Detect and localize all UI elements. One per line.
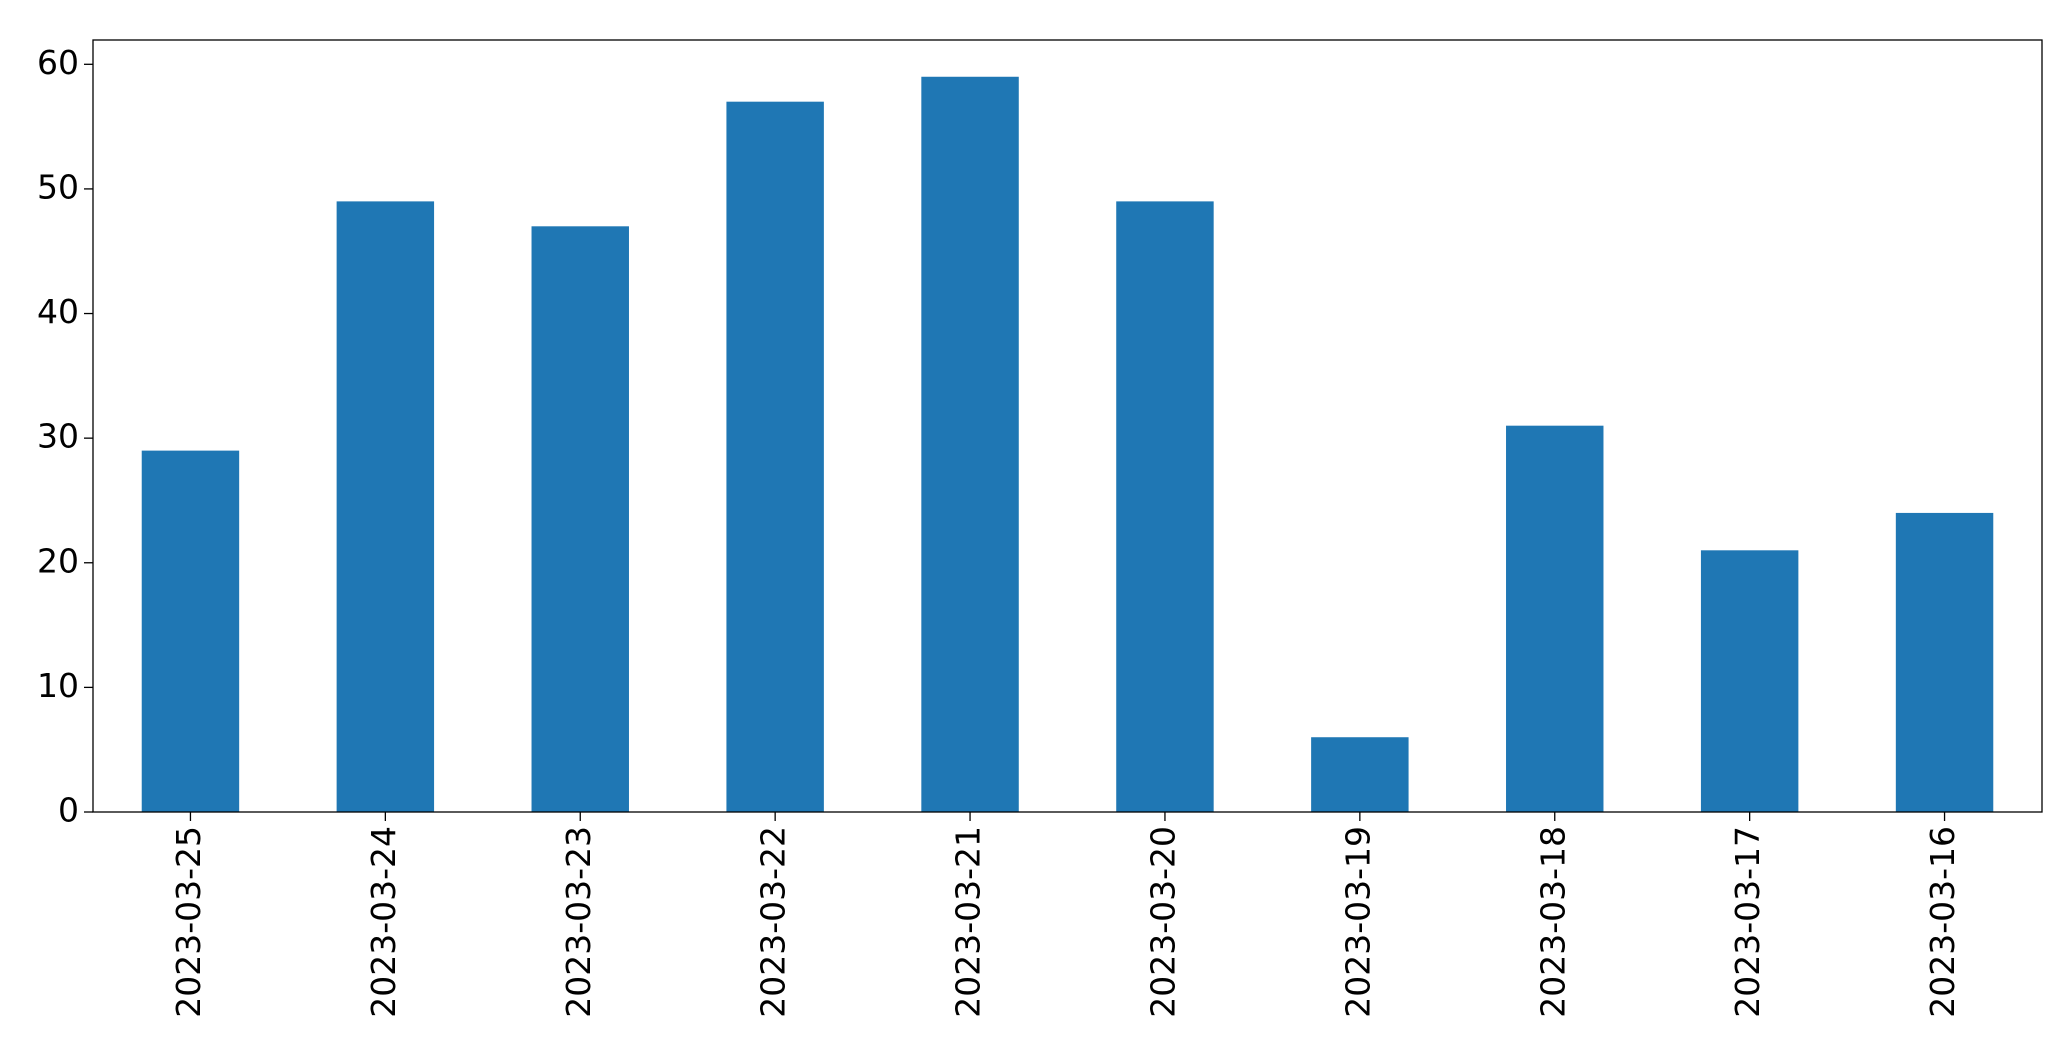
x-tick-label: 2023-03-18 bbox=[1533, 826, 1572, 1018]
x-tick-label: 2023-03-22 bbox=[754, 826, 793, 1018]
y-tick-label: 0 bbox=[58, 791, 79, 830]
bar bbox=[1895, 512, 1994, 812]
y-tick-label: 40 bbox=[37, 292, 79, 331]
y-tick-label: 10 bbox=[37, 666, 79, 705]
y-tick-label: 30 bbox=[37, 417, 79, 456]
x-tick-label: 2023-03-19 bbox=[1338, 826, 1377, 1018]
y-tick-label: 50 bbox=[37, 167, 79, 206]
bar bbox=[336, 201, 435, 812]
x-tick-label: 2023-03-20 bbox=[1143, 826, 1182, 1018]
bar bbox=[1116, 201, 1214, 812]
bar bbox=[921, 76, 1019, 812]
bar bbox=[531, 226, 629, 812]
y-tick-label: 20 bbox=[37, 541, 79, 580]
plot-frame bbox=[92, 39, 2043, 813]
x-tick-label: 2023-03-23 bbox=[559, 826, 598, 1018]
y-tick-label: 60 bbox=[37, 43, 79, 82]
x-tick-label: 2023-03-17 bbox=[1728, 826, 1767, 1018]
bar bbox=[141, 450, 240, 812]
x-tick-label: 2023-03-24 bbox=[364, 826, 403, 1018]
x-tick-label: 2023-03-25 bbox=[169, 826, 208, 1018]
bar bbox=[726, 101, 824, 812]
bar bbox=[1506, 425, 1604, 812]
bar bbox=[1700, 550, 1799, 812]
x-tick-label: 2023-03-21 bbox=[949, 826, 988, 1018]
x-tick-label: 2023-03-16 bbox=[1923, 826, 1962, 1018]
bar bbox=[1311, 737, 1409, 812]
